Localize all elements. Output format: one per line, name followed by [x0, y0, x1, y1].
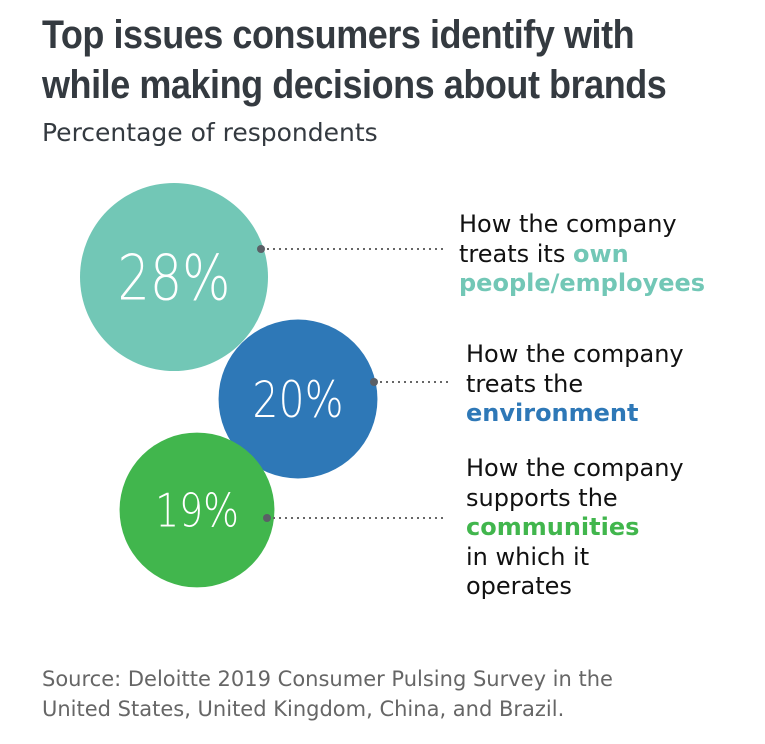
- chart-title: Top issues consumers identify with while…: [42, 10, 667, 110]
- bubble-value-label: 28%: [118, 242, 231, 314]
- bubble-value-label: 20%: [252, 371, 343, 429]
- label-line: How the company: [466, 340, 684, 368]
- bubble-value-label: 19%: [155, 484, 239, 538]
- label-highlight: communities: [466, 513, 640, 541]
- label-highlight: environment: [466, 399, 639, 427]
- source-line: United States, United Kingdom, China, an…: [42, 697, 565, 721]
- label-highlight: people/employees: [459, 269, 706, 297]
- label-line: treats its: [459, 239, 573, 268]
- leader-dot: [370, 378, 378, 386]
- title-line: Top issues consumers identify with: [42, 13, 635, 57]
- chart-subtitle: Percentage of respondents: [42, 118, 378, 147]
- label-line: How the company: [459, 210, 677, 238]
- label-line: operates: [466, 572, 572, 600]
- label-line: supports the: [466, 483, 618, 512]
- label-line: treats the: [466, 369, 584, 398]
- bubble: [218, 319, 378, 479]
- leader-dot: [257, 245, 265, 253]
- label-environment: How the company treats the environment: [466, 340, 684, 429]
- label-line: How the company: [466, 454, 684, 482]
- bubble: [119, 432, 275, 588]
- source-note: Source: Deloitte 2019 Consumer Pulsing S…: [42, 664, 613, 724]
- label-line: in which it: [466, 542, 590, 571]
- label-employees: How the company treats its own people/em…: [459, 210, 705, 299]
- bubble: [80, 183, 268, 371]
- leader-dot: [263, 514, 271, 522]
- label-highlight: own: [572, 239, 629, 268]
- source-line: Source: Deloitte 2019 Consumer Pulsing S…: [42, 667, 613, 691]
- title-line: while making decisions about brands: [42, 63, 667, 107]
- label-communities: How the company supports the communities…: [466, 454, 684, 602]
